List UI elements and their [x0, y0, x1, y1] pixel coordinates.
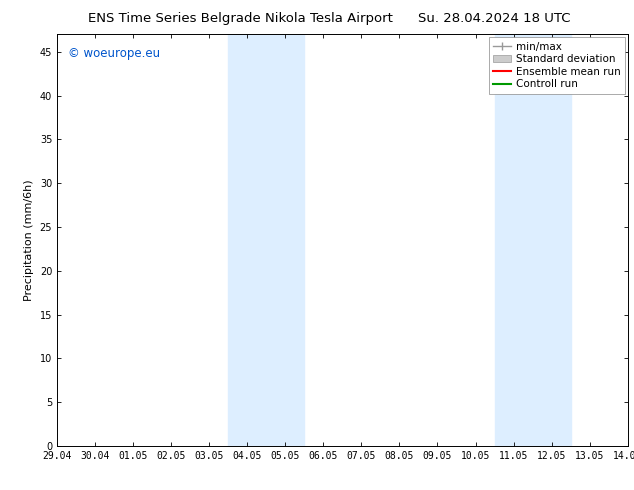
Bar [495, 34, 571, 446]
Text: Su. 28.04.2024 18 UTC: Su. 28.04.2024 18 UTC [418, 12, 571, 25]
Text: © woeurope.eu: © woeurope.eu [68, 47, 160, 60]
Bar [228, 34, 304, 446]
Y-axis label: Precipitation (mm/6h): Precipitation (mm/6h) [24, 179, 34, 301]
Text: ENS Time Series Belgrade Nikola Tesla Airport: ENS Time Series Belgrade Nikola Tesla Ai… [89, 12, 393, 25]
Legend: min/max, Standard deviation, Ensemble mean run, Controll run: min/max, Standard deviation, Ensemble me… [489, 37, 624, 94]
